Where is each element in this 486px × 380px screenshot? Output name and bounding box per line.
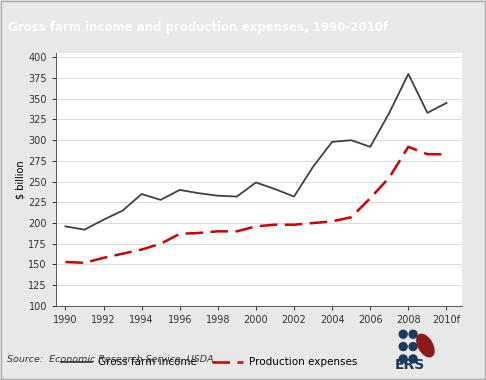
- Text: Source:  Economic Research Service, USDA.: Source: Economic Research Service, USDA.: [7, 355, 217, 364]
- Text: ERS: ERS: [395, 358, 425, 372]
- Circle shape: [399, 343, 407, 350]
- Circle shape: [399, 330, 407, 338]
- Circle shape: [399, 355, 407, 363]
- Circle shape: [409, 355, 417, 363]
- Text: Gross farm income and production expenses, 1990-2010f: Gross farm income and production expense…: [8, 21, 388, 34]
- Circle shape: [409, 330, 417, 338]
- Legend: Gross farm income, Production expenses: Gross farm income, Production expenses: [57, 353, 361, 371]
- Y-axis label: $ billion: $ billion: [16, 160, 25, 199]
- Circle shape: [409, 343, 417, 350]
- Ellipse shape: [417, 334, 434, 357]
